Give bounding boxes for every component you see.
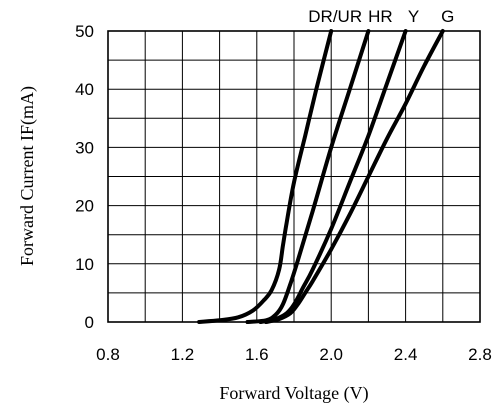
x-axis-title: Forward Voltage (V) [219,383,368,404]
series-curve-dr-ur [197,29,334,324]
series-curve-g [264,29,445,324]
y-axis-title: Forward Current IF(mA) [17,86,38,266]
series-label-dr-ur: DR/UR [308,7,362,26]
y-tick-label: 0 [85,313,94,332]
series-label-hr: HR [368,7,393,26]
x-tick-label: 2.8 [468,345,492,364]
x-tick-label: 1.2 [171,345,195,364]
series-label-y: Y [408,7,419,26]
x-tick-label: 2.4 [394,345,418,364]
y-tick-label: 30 [75,138,94,157]
y-tick-label: 20 [75,197,94,216]
series-labels: DR/UR HR Y G [308,7,454,26]
y-tick-label: 50 [75,22,94,41]
x-tick-label: 1.6 [245,345,269,364]
x-tick-label: 2.0 [319,345,343,364]
x-tick-label: 0.8 [96,345,120,364]
y-axis-ticks: 0 10 20 30 40 50 [75,22,94,332]
series-label-g: G [441,7,454,26]
curves-layer [197,29,445,324]
y-tick-label: 40 [75,80,94,99]
x-axis-ticks: 0.8 1.2 1.6 2.0 2.4 2.8 [96,345,492,364]
plot-frame [107,30,481,323]
y-tick-label: 10 [75,255,94,274]
